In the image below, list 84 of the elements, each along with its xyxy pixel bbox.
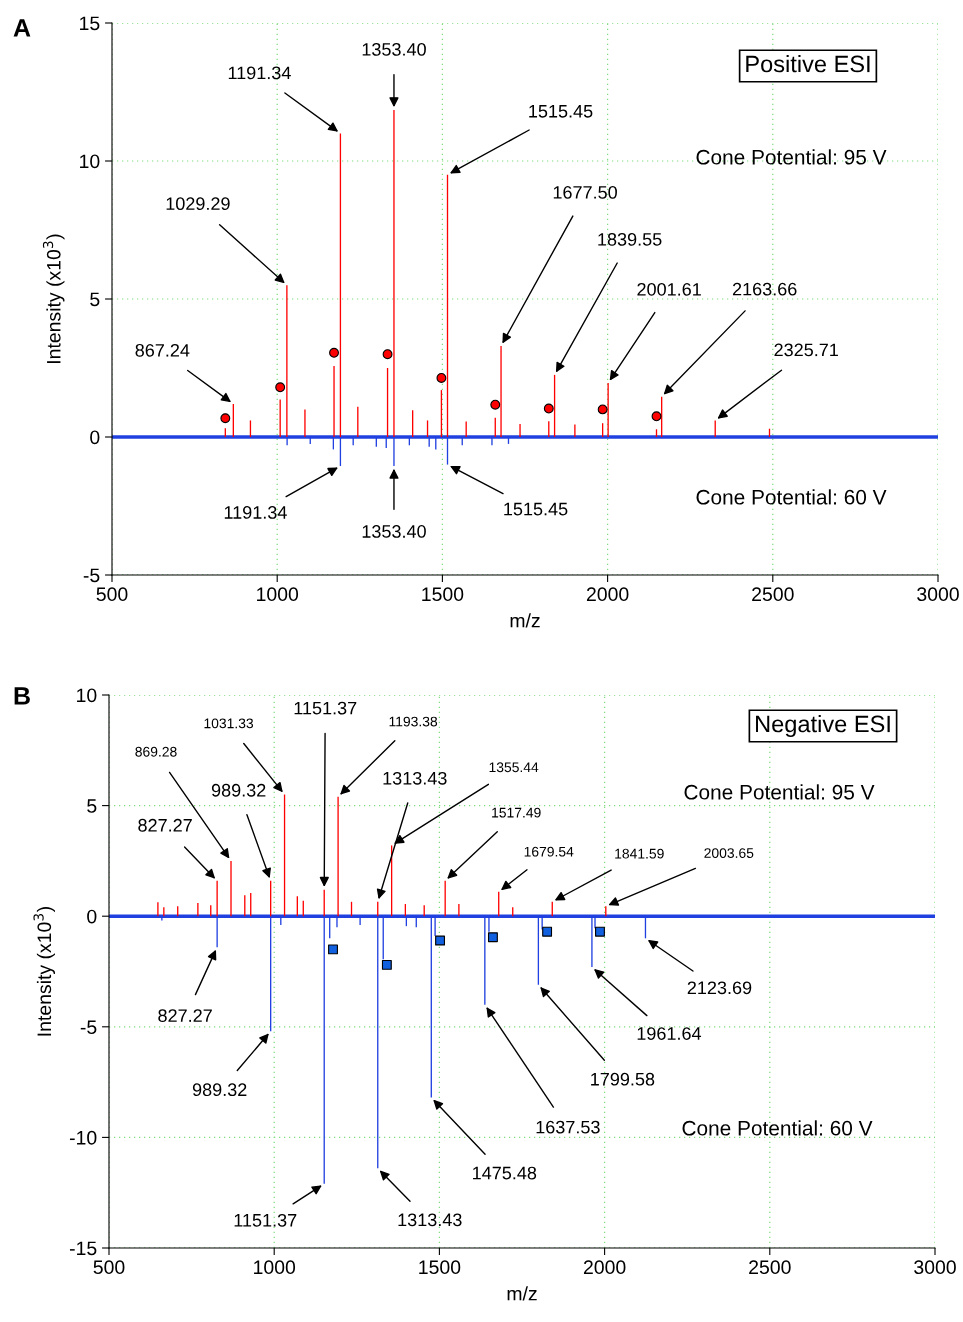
x-tick-label: 2500 <box>752 587 794 602</box>
annotation: 1515.45 <box>504 502 568 516</box>
annotation: 1475.48 <box>473 1166 537 1180</box>
annotation: 1353.40 <box>362 43 426 56</box>
point <box>597 404 608 415</box>
y-axis-title: Intensity (x10$^{3}$) <box>33 907 56 1036</box>
x-axis-title: m/z <box>510 613 540 628</box>
x-tick-label: 2000 <box>586 587 629 602</box>
annotation: 2003.65 <box>704 848 754 858</box>
annotation: 1151.37 <box>234 1213 297 1227</box>
x-tick-label: 1000 <box>257 587 299 602</box>
x-tick-label: 3000 <box>917 587 959 602</box>
x-tick-label: 1500 <box>419 1260 461 1275</box>
annotation: 1841.59 <box>615 848 664 859</box>
annotation: 869.28 <box>135 746 177 757</box>
annotation: 2123.69 <box>687 981 752 995</box>
point <box>435 935 446 946</box>
x-tick-label: 1000 <box>254 1260 296 1275</box>
annotation: 1637.53 <box>536 1120 600 1134</box>
point <box>275 382 286 393</box>
annotation: 1313.43 <box>398 1213 462 1227</box>
point <box>328 944 338 955</box>
y-tick-label: 0 <box>90 430 100 445</box>
annotation: 1517.49 <box>492 807 541 818</box>
annotation: 827.27 <box>158 1009 212 1023</box>
point <box>382 349 393 360</box>
y-tick-label: 0 <box>87 909 97 924</box>
y-tick-label: -15 <box>69 1241 97 1256</box>
point <box>595 926 605 937</box>
annotation: Cone Potential: 60 V <box>696 489 887 505</box>
point <box>490 399 501 410</box>
annotation: 1353.40 <box>362 525 426 538</box>
annotation: 2001.61 <box>637 282 701 296</box>
annotation: 989.32 <box>211 783 266 797</box>
annotation: 1961.64 <box>637 1027 702 1040</box>
x-tick-label: 1500 <box>422 587 464 602</box>
annotation: 2163.66 <box>732 282 797 296</box>
y-tick-label: 10 <box>80 154 100 169</box>
annotation: 1677.50 <box>553 185 617 199</box>
annotation: 1839.55 <box>598 232 662 246</box>
point <box>381 959 392 970</box>
x-tick-label: 500 <box>96 587 128 602</box>
text: B <box>14 687 30 705</box>
x-tick-label: 2500 <box>749 1260 791 1275</box>
annotation: 1193.38 <box>389 716 438 727</box>
annotation: 1799.58 <box>591 1072 655 1086</box>
y-axis-title: Intensity (x10$^{3}$) <box>42 234 65 364</box>
y-tick-label: 5 <box>90 292 100 307</box>
y-tick-label: 5 <box>87 799 97 813</box>
x-tick-label: 3000 <box>914 1260 956 1275</box>
annotation: 1191.34 <box>228 66 291 80</box>
annotation: 1191.34 <box>224 506 287 519</box>
text: A <box>13 19 31 37</box>
x-tick-label: 500 <box>93 1260 125 1275</box>
annotation: 1515.45 <box>529 105 593 118</box>
annotation: Cone Potential: 95 V <box>684 784 875 800</box>
annotation: Cone Potential: 95 V <box>696 149 887 165</box>
x-tick-label: 2000 <box>583 1260 626 1275</box>
annotation: Positive ESI <box>746 55 870 73</box>
point <box>542 926 553 937</box>
y-tick-label: -5 <box>80 1020 97 1035</box>
annotation: Negative ESI <box>756 714 890 738</box>
y-tick-label: -10 <box>69 1130 97 1145</box>
annotation: Cone Potential: 60 V <box>682 1120 873 1136</box>
annotation: 989.32 <box>192 1083 247 1097</box>
annotation: 1355.44 <box>489 762 539 773</box>
annotation: 1313.43 <box>383 771 447 785</box>
point <box>543 403 554 414</box>
annotation: 1679.54 <box>524 846 574 857</box>
point <box>220 413 231 424</box>
annotation: 1031.33 <box>204 718 254 729</box>
point <box>436 372 447 383</box>
y-tick-label: -5 <box>83 568 100 583</box>
point <box>487 932 498 943</box>
annotation: 1029.29 <box>166 197 230 211</box>
x-axis-title: m/z <box>507 1286 537 1301</box>
point <box>651 411 662 422</box>
y-tick-label: 15 <box>80 16 100 31</box>
annotation: 1151.37 <box>294 701 357 715</box>
point <box>329 347 339 358</box>
annotation: 2325.71 <box>774 343 838 357</box>
annotation: 827.27 <box>138 818 192 832</box>
y-tick-label: 10 <box>77 688 97 703</box>
annotation: 867.24 <box>135 343 190 357</box>
